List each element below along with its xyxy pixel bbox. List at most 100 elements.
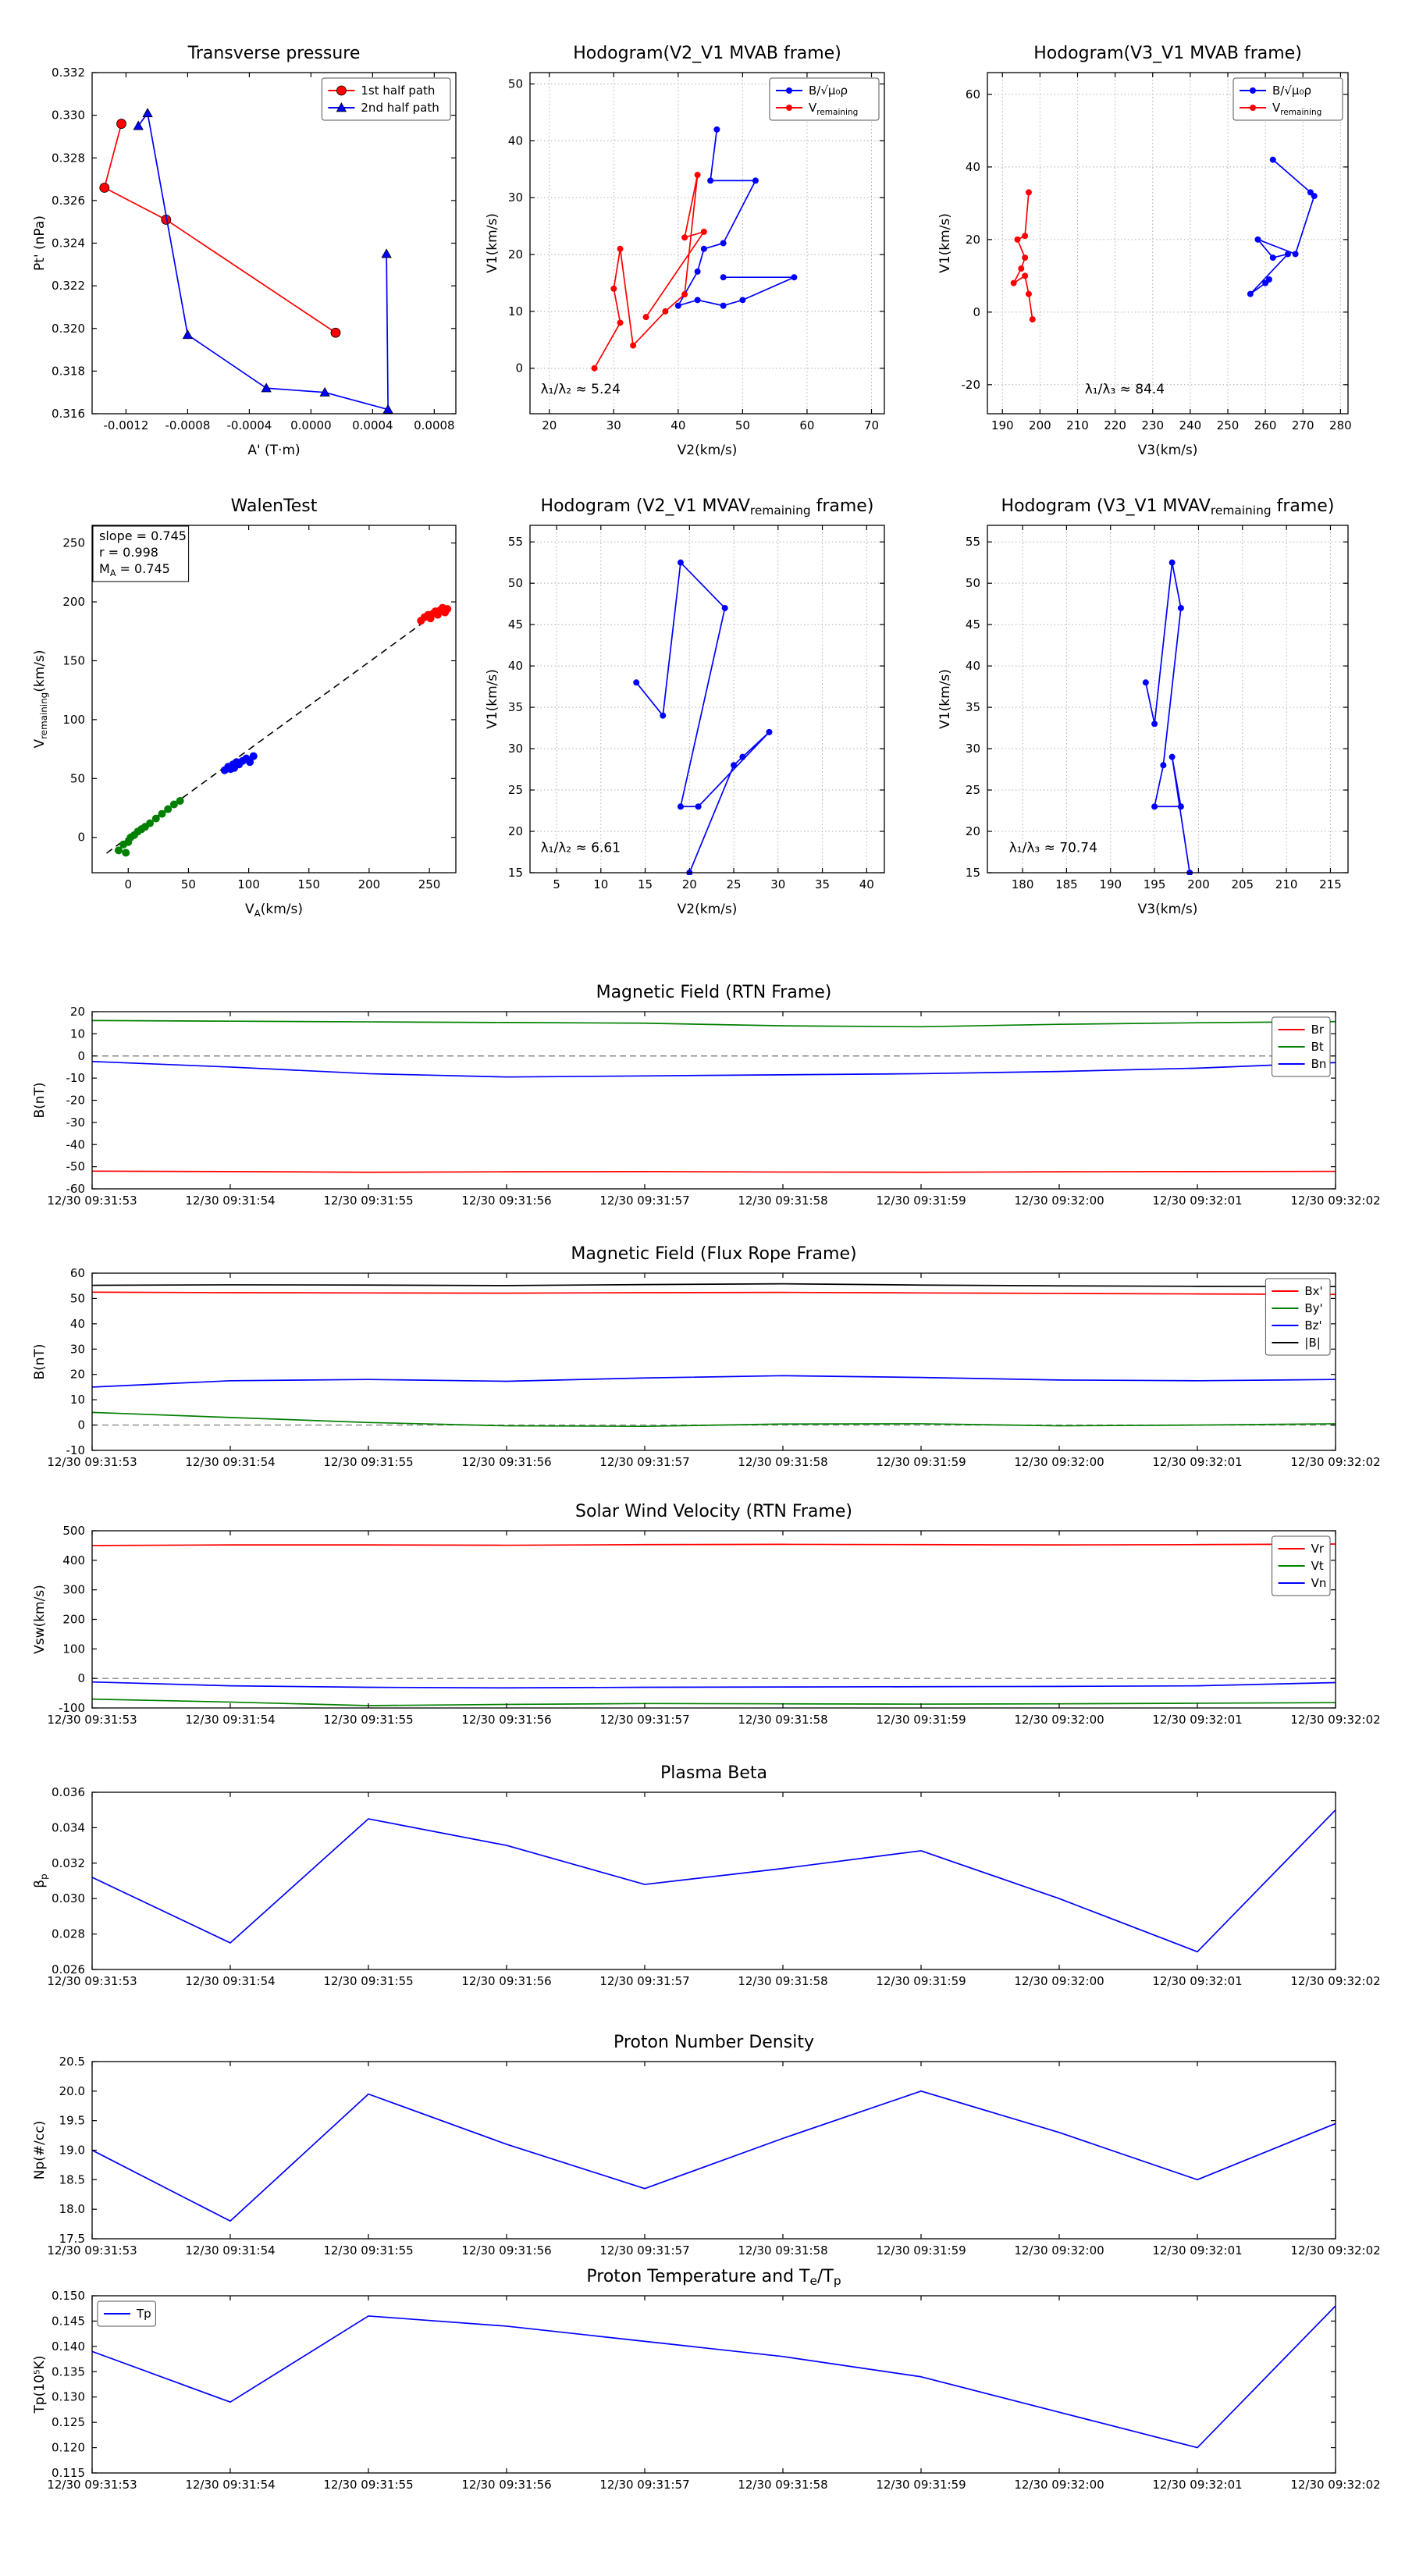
svg-text:Vr: Vr	[1311, 1542, 1325, 1556]
svg-text:300: 300	[62, 1583, 85, 1597]
transverse-pressure-legend: 1st half path 2nd half path	[321, 77, 451, 121]
svg-text:0.115: 0.115	[52, 2466, 85, 2480]
svg-text:500: 500	[62, 1524, 85, 1538]
svg-text:slope = 0.745: slope = 0.745	[99, 528, 187, 543]
svg-text:0: 0	[515, 361, 523, 375]
svg-text:12/30 09:31:59: 12/30 09:31:59	[876, 2243, 966, 2258]
svg-text:150: 150	[62, 653, 85, 667]
svg-text:12/30 09:31:57: 12/30 09:31:57	[599, 1194, 689, 1208]
chart-hodogram-v2v1-mvab: Hodogram(V2_V1 MVAB frame) 20 30 40 50 60 70 0…	[484, 23, 921, 476]
proton-density-svg: 12/30 09:31:53 12/30 09:31:54 12/30 09:31:…	[32, 2033, 1381, 2258]
svg-text:40: 40	[70, 1317, 85, 1331]
svg-text:12/30 09:32:01: 12/30 09:32:01	[1152, 2243, 1242, 2258]
svg-text:205: 205	[1231, 877, 1254, 891]
svg-text:B/√μ₀ρ: B/√μ₀ρ	[809, 84, 848, 98]
svg-text:0: 0	[77, 1671, 85, 1685]
svg-text:10: 10	[508, 304, 523, 318]
chart-hodogram-v3v1-mvab: Hodogram(V3_V1 MVAB frame) 1902002102202…	[937, 23, 1389, 476]
svg-text:210: 210	[1275, 877, 1298, 891]
svg-text:12/30 09:31:54: 12/30 09:31:54	[185, 2243, 275, 2258]
hodogram-v2v1-mvav-svg: 5 10 15 20 25 30 35 40 15 20 25 30 35 40 45 50 55 Hodogra…	[485, 496, 885, 917]
svg-text:20: 20	[966, 233, 980, 247]
svg-text:12/30 09:31:56: 12/30 09:31:56	[461, 1713, 551, 1727]
svg-text:30: 30	[606, 418, 621, 432]
svg-text:0.135: 0.135	[52, 2364, 85, 2379]
svg-text:100: 100	[237, 877, 260, 891]
svg-text:12/30 09:31:58: 12/30 09:31:58	[738, 2243, 827, 2258]
svg-text:18.5: 18.5	[59, 2172, 85, 2186]
svg-text:A' (T·m): A' (T·m)	[247, 443, 300, 458]
svg-text:r = 0.998: r = 0.998	[99, 545, 158, 560]
svg-text:2nd half path: 2nd half path	[361, 101, 439, 115]
svg-text:12/30 09:31:53: 12/30 09:31:53	[47, 2478, 137, 2492]
svg-text:12/30 09:32:00: 12/30 09:32:00	[1014, 1713, 1104, 1727]
svg-text:20: 20	[70, 1005, 85, 1019]
svg-text:15: 15	[638, 877, 653, 891]
svg-text:-10: -10	[66, 1071, 86, 1085]
svg-text:50: 50	[181, 877, 196, 891]
svg-text:20: 20	[508, 824, 523, 838]
svg-text:12/30 09:31:55: 12/30 09:31:55	[323, 2478, 413, 2492]
svg-text:185: 185	[1055, 877, 1078, 891]
proton-temp-plot-area	[92, 2305, 1336, 2449]
svg-text:12/30 09:31:54: 12/30 09:31:54	[185, 1974, 275, 1988]
svg-text:12/30 09:31:54: 12/30 09:31:54	[185, 1713, 275, 1727]
svg-text:0.328: 0.328	[52, 151, 85, 165]
svg-text:280: 280	[1329, 418, 1352, 432]
svg-text:V2(km/s): V2(km/s)	[678, 902, 738, 917]
svg-text:B(nT): B(nT)	[32, 1343, 48, 1379]
svg-text:55: 55	[966, 535, 980, 549]
vsw-rtn-plot-area	[92, 1543, 1336, 1706]
svg-text:12/30 09:31:53: 12/30 09:31:53	[47, 1974, 137, 1988]
svg-text:Bz': Bz'	[1304, 1318, 1321, 1332]
hodogram-v3v1-mvab-plot-area	[1010, 156, 1318, 323]
svg-text:12/30 09:31:55: 12/30 09:31:55	[323, 1455, 413, 1469]
svg-text:12/30 09:31:53: 12/30 09:31:53	[47, 1194, 137, 1208]
svg-text:19.5: 19.5	[59, 2114, 85, 2128]
hodogram-v3v1-mvab-legend: B/√μ₀ρ Vremaining	[1232, 77, 1343, 121]
chart-walen-test: WalenTest 0 50 100 150 200 250 0 50 100 150 200 250…	[23, 480, 492, 933]
svg-text:5: 5	[553, 877, 560, 891]
svg-text:12/30 09:32:01: 12/30 09:32:01	[1152, 1713, 1242, 1727]
svg-text:55: 55	[508, 535, 523, 549]
svg-text:0.030: 0.030	[52, 1891, 85, 1905]
svg-text:17.5: 17.5	[59, 2232, 85, 2246]
svg-text:12/30 09:31:58: 12/30 09:31:58	[738, 2478, 827, 2492]
svg-text:180: 180	[1012, 877, 1034, 891]
svg-text:12/30 09:31:55: 12/30 09:31:55	[323, 1974, 413, 1988]
svg-text:12/30 09:32:01: 12/30 09:32:01	[1152, 1974, 1242, 1988]
svg-text:12/30 09:31:53: 12/30 09:31:53	[47, 2243, 137, 2258]
svg-text:λ₁/λ₂ ≈ 5.24: λ₁/λ₂ ≈ 5.24	[541, 382, 621, 397]
svg-text:30: 30	[508, 190, 523, 205]
svg-text:12/30 09:31:53: 12/30 09:31:53	[47, 1713, 137, 1727]
svg-text:MA = 0.745: MA = 0.745	[99, 561, 170, 578]
svg-text:25: 25	[508, 783, 523, 797]
svg-text:60: 60	[966, 87, 980, 101]
hodogram-v2v1-mvab-svg: 20 30 40 50 60 70 0 10 20 30 40 50 Hodogram(V2_V1 MV…	[485, 44, 885, 458]
svg-text:0.036: 0.036	[52, 1785, 85, 1799]
svg-text:12/30 09:31:59: 12/30 09:31:59	[876, 2478, 966, 2492]
svg-text:20: 20	[508, 247, 523, 262]
svg-text:200: 200	[1029, 418, 1051, 432]
svg-text:12/30 09:31:57: 12/30 09:31:57	[599, 1455, 689, 1469]
svg-text:30: 30	[770, 877, 785, 891]
svg-text:240: 240	[1179, 418, 1202, 432]
svg-text:Bn: Bn	[1311, 1057, 1327, 1071]
svg-text:270: 270	[1292, 418, 1314, 432]
svg-text:V1(km/s): V1(km/s)	[937, 669, 953, 729]
svg-text:0.0004: 0.0004	[352, 418, 393, 432]
chart-proton-temp: Proton Temperature and T[sub]e[/sub]/T[s…	[23, 2252, 1397, 2510]
svg-text:35: 35	[815, 877, 830, 891]
svg-text:Magnetic Field (RTN Frame): Magnetic Field (RTN Frame)	[596, 983, 832, 1002]
svg-text:Tp(10⁵K): Tp(10⁵K)	[32, 2355, 48, 2414]
svg-text:100: 100	[62, 1642, 85, 1656]
svg-text:40: 40	[966, 160, 980, 174]
svg-text:250: 250	[1217, 418, 1240, 432]
svg-text:200: 200	[1187, 877, 1210, 891]
svg-text:12/30 09:31:57: 12/30 09:31:57	[599, 2243, 689, 2258]
svg-text:12/30 09:32:02: 12/30 09:32:02	[1290, 1713, 1380, 1727]
svg-text:0: 0	[77, 1049, 85, 1063]
svg-text:35: 35	[966, 700, 980, 714]
svg-text:40: 40	[508, 659, 523, 673]
